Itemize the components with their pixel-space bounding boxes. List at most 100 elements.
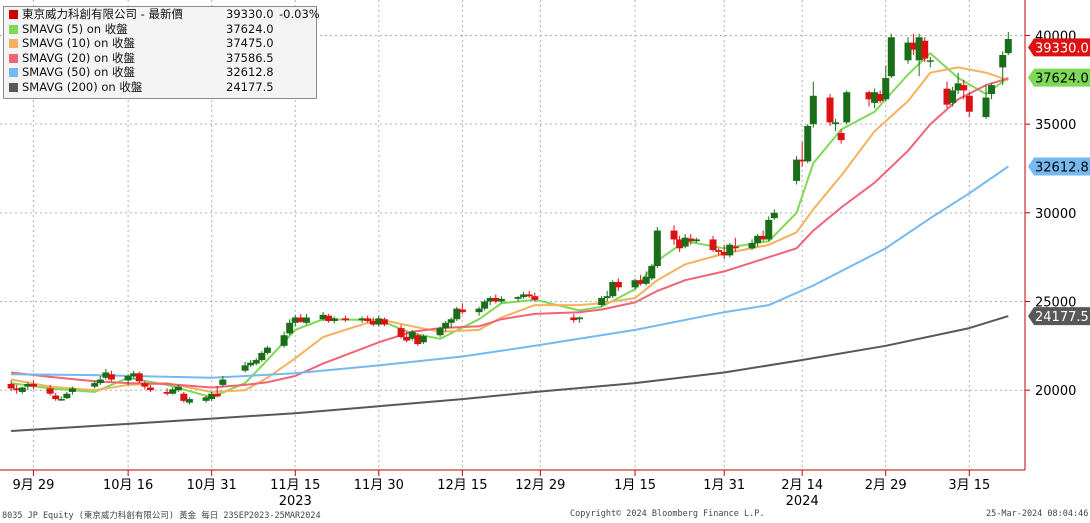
candle-body: [252, 360, 260, 364]
candle: [637, 274, 645, 286]
candle-body: [943, 88, 951, 105]
candle-body: [715, 250, 723, 252]
candle-body: [453, 308, 461, 320]
x-tick-label: 11月 30: [354, 478, 404, 493]
candle-body: [185, 399, 193, 403]
candle: [648, 264, 656, 281]
candle: [765, 216, 773, 242]
candle-body: [965, 95, 973, 112]
x-tick-label: 9月 29: [12, 478, 54, 493]
legend-row-sma200: SMAVG (200) on 收盤 24177.5: [4, 80, 316, 95]
candle: [419, 334, 427, 345]
candle: [358, 316, 366, 323]
legend-row-sma10: SMAVG (10) on 收盤 37475.0: [4, 36, 316, 51]
candle: [887, 33, 895, 79]
candle-body: [325, 315, 333, 322]
candle-body: [13, 388, 21, 391]
candle: [447, 317, 455, 329]
candle-body: [653, 230, 661, 267]
candle-body: [497, 298, 505, 302]
candle: [575, 316, 583, 323]
candle-body: [29, 383, 37, 387]
candle: [163, 388, 171, 396]
candle: [319, 312, 327, 322]
candle-body: [1004, 39, 1012, 54]
legend-swatch-sma200: [9, 82, 18, 92]
last-value-tag: 37624.0: [1028, 68, 1090, 87]
candle: [809, 81, 817, 128]
candle: [135, 371, 143, 384]
ma-line-50: [11, 165, 1009, 379]
candle-body: [999, 54, 1007, 68]
last-value-tag-label: 24177.5: [1035, 310, 1089, 325]
candle-body: [163, 391, 171, 394]
candle: [603, 290, 611, 302]
candle: [24, 382, 32, 391]
candle-body: [531, 296, 539, 300]
candle: [481, 299, 489, 311]
legend-row-price: 東京威力科創有限公司 - 最新價 39330.0 -0.03%: [4, 7, 320, 22]
candle-body: [882, 78, 890, 100]
candle-body: [988, 85, 996, 94]
candle: [754, 234, 762, 247]
x-tick-label: 10月 16: [103, 478, 153, 493]
candle: [999, 51, 1007, 86]
candle-body: [364, 318, 372, 322]
candle: [364, 315, 372, 323]
candle: [291, 314, 299, 327]
candle: [302, 313, 310, 325]
candle-body: [319, 314, 327, 320]
candle: [185, 397, 193, 405]
candle-body: [904, 42, 912, 61]
candle: [124, 374, 132, 385]
candle-body: [804, 125, 812, 162]
candle-body: [24, 383, 32, 387]
y-tick-label: 25000: [1035, 296, 1076, 311]
candle: [731, 237, 739, 252]
candle: [720, 244, 728, 259]
candle: [921, 37, 929, 63]
candle: [280, 331, 288, 348]
candle-body: [926, 60, 934, 62]
candle-body: [403, 336, 411, 341]
candle-body: [525, 294, 533, 297]
last-value-tag: 24177.5: [1028, 307, 1090, 326]
candle: [598, 296, 606, 307]
candle-body: [876, 94, 884, 102]
candle: [247, 360, 255, 368]
candle: [130, 370, 138, 379]
candle: [453, 306, 461, 322]
candle-body: [46, 388, 54, 394]
candle: [7, 380, 15, 392]
candle-body: [442, 322, 450, 329]
candle: [180, 391, 188, 403]
candle: [403, 331, 411, 343]
candle: [681, 234, 689, 249]
x-tick-label: 10月 31: [187, 478, 237, 493]
candle-body: [247, 362, 255, 366]
last-value-tag-label: 37624.0: [1035, 72, 1089, 87]
candle: [793, 156, 801, 185]
candle: [748, 239, 756, 251]
last-value-tag-bg: [1028, 38, 1090, 57]
x-year-label: 2023: [279, 494, 312, 509]
candle-body: [770, 212, 778, 219]
candle: [865, 90, 873, 107]
candle-body: [280, 335, 288, 346]
ma-line-20: [10, 77, 1009, 389]
candle-body: [124, 376, 132, 381]
x-tick-label: 12月 29: [515, 478, 565, 493]
candle: [63, 391, 71, 400]
candle: [252, 358, 260, 366]
candle: [497, 296, 505, 304]
candle: [687, 234, 695, 245]
candle: [965, 92, 973, 118]
legend-title: 東京威力科創有限公司 - 最新價: [22, 7, 183, 21]
candle-body: [241, 365, 249, 371]
footer-copyright: Copyright© 2024 Bloomberg Finance L.P.: [570, 509, 765, 519]
candle-body: [598, 297, 606, 306]
candle-body: [341, 318, 349, 321]
candle-body: [180, 393, 188, 401]
last-value-tags: 39330.0 37624.0 32612.8 24177.5: [1028, 38, 1090, 326]
